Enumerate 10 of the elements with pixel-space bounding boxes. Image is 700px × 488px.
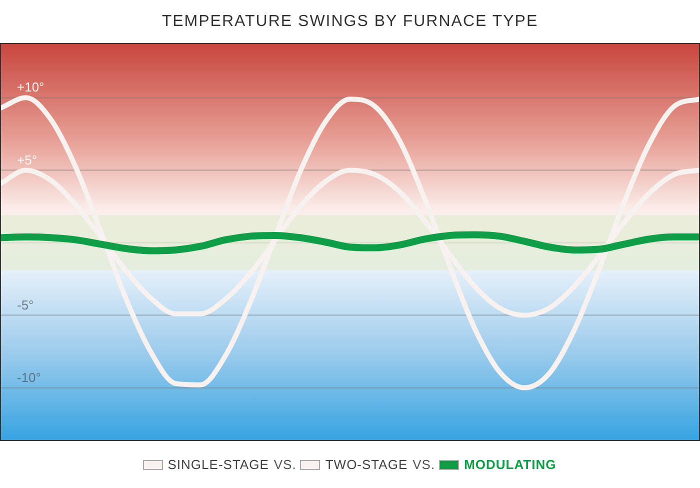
y-tick-label: -5° [17,297,34,312]
text: VS. [274,457,296,472]
y-tick-label: +10° [17,80,44,95]
text: VS. [412,457,436,472]
legend-label: SINGLE-STAGE [168,457,269,472]
legend-label: MODULATING [464,457,556,472]
legend-label: TWO-STAGE [325,457,408,472]
y-tick-label: -10° [17,370,41,385]
y-tick-label: +5° [17,152,38,168]
chart-title: TEMPERATURE SWINGS BY FURNACE TYPE [160,12,540,32]
